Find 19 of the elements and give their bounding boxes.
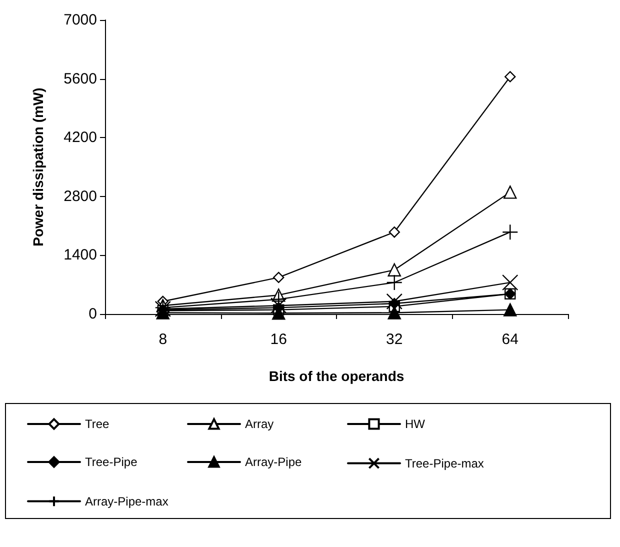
y-tick-label: 1400 xyxy=(64,246,97,264)
legend-label: Tree-Pipe-max xyxy=(405,456,484,470)
legend-label: HW xyxy=(405,417,426,431)
y-tick-label: 5600 xyxy=(64,70,97,88)
x-axis-title: Bits of the operands xyxy=(268,368,404,384)
legend-label: Tree-Pipe xyxy=(85,455,138,469)
x-tick-label: 8 xyxy=(158,331,168,348)
legend-label: Array-Pipe xyxy=(245,455,302,469)
y-tick-label: 7000 xyxy=(64,12,97,28)
legend-label: Tree xyxy=(85,417,110,431)
legend-label: Array-Pipe-max xyxy=(85,494,168,508)
x-tick-label: 32 xyxy=(386,331,403,348)
x-tick-label: 16 xyxy=(270,331,287,348)
x-tick-label: 64 xyxy=(502,331,518,348)
y-tick-label: 2800 xyxy=(64,188,97,205)
y-axis-title: Power dissipation (mW) xyxy=(30,88,46,246)
y-tick-label: 4200 xyxy=(64,129,97,146)
y-tick-label: 0 xyxy=(88,306,97,322)
legend-label: Array xyxy=(245,417,274,431)
